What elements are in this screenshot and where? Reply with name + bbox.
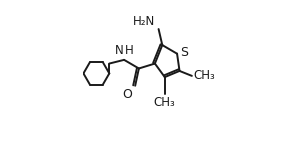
Text: S: S <box>180 46 188 59</box>
Text: H₂N: H₂N <box>133 15 156 28</box>
Text: CH₃: CH₃ <box>154 96 176 109</box>
Text: CH₃: CH₃ <box>193 69 215 82</box>
Text: N: N <box>115 44 123 57</box>
Text: H: H <box>125 44 134 57</box>
Text: O: O <box>122 88 132 101</box>
